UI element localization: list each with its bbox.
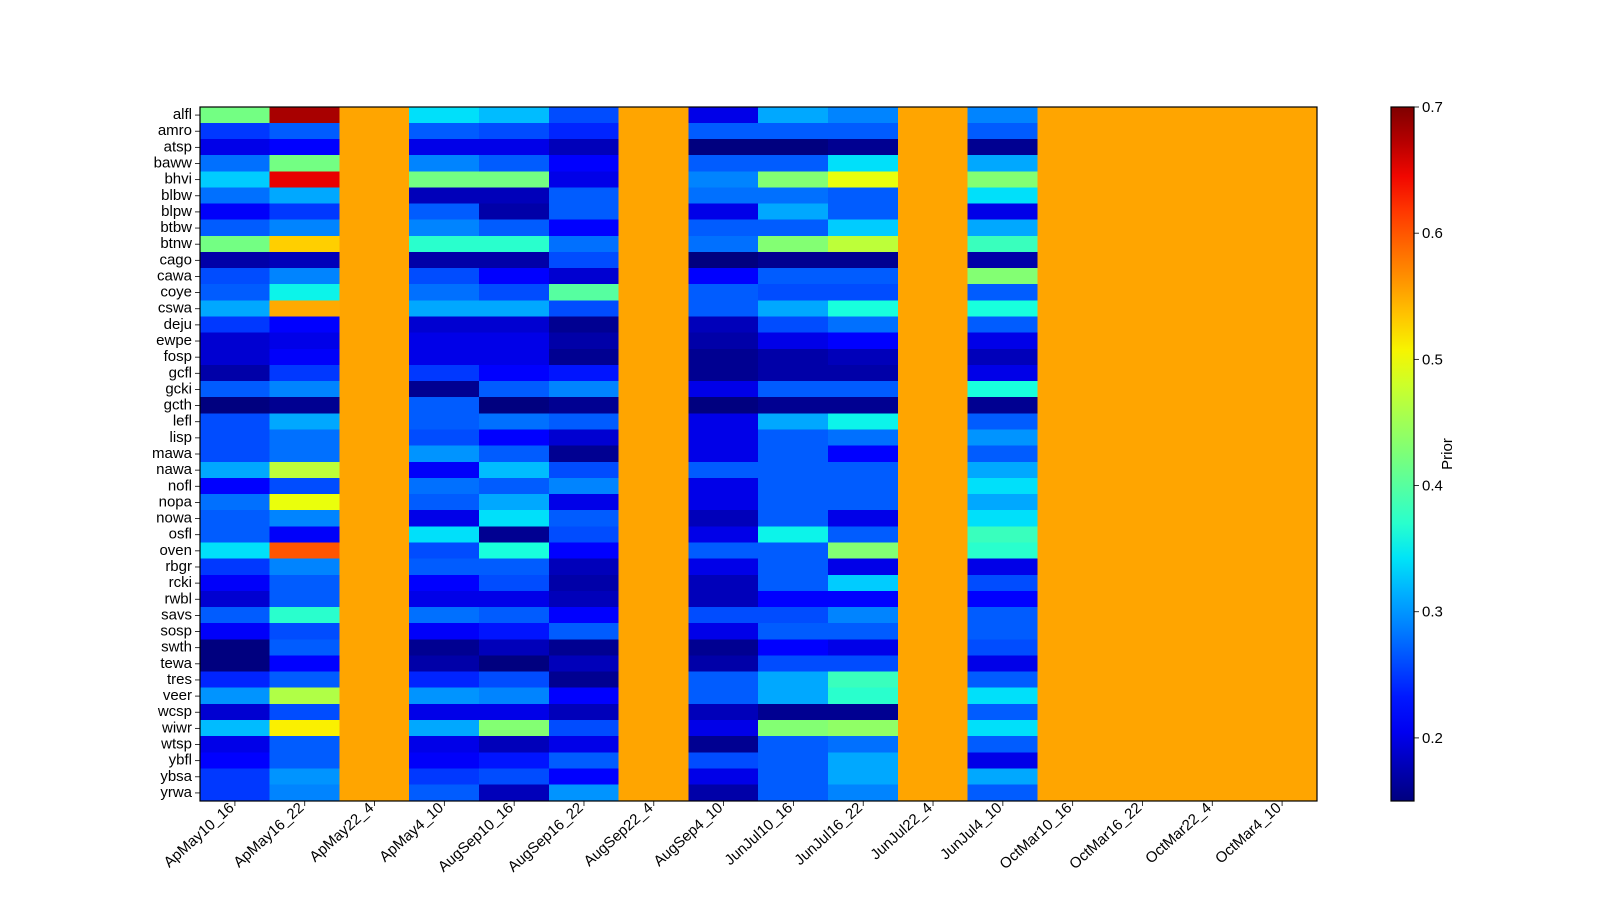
svg-text:gcki: gcki	[165, 380, 192, 397]
svg-text:amro: amro	[158, 122, 192, 139]
svg-text:lefl: lefl	[173, 413, 192, 430]
svg-text:blpw: blpw	[161, 203, 192, 220]
svg-text:rwbl: rwbl	[164, 590, 192, 607]
svg-text:yrwa: yrwa	[160, 784, 192, 801]
svg-text:cawa: cawa	[157, 267, 193, 284]
svg-text:0.5: 0.5	[1422, 351, 1443, 368]
svg-text:0.2: 0.2	[1422, 730, 1443, 747]
svg-text:bhvi: bhvi	[164, 171, 192, 188]
svg-text:rcki: rcki	[169, 574, 192, 591]
svg-text:blbw: blbw	[161, 187, 192, 204]
svg-text:osfl: osfl	[169, 526, 192, 543]
svg-text:wtsp: wtsp	[160, 736, 192, 753]
svg-text:fosp: fosp	[164, 348, 192, 365]
svg-text:baww: baww	[154, 154, 193, 171]
svg-text:sosp: sosp	[160, 623, 192, 640]
svg-text:veer: veer	[163, 687, 192, 704]
svg-text:nofl: nofl	[168, 477, 192, 494]
svg-text:0.3: 0.3	[1422, 604, 1443, 621]
svg-text:btnw: btnw	[160, 235, 192, 252]
svg-text:mawa: mawa	[152, 445, 193, 462]
svg-text:ybfl: ybfl	[169, 752, 192, 769]
svg-text:atsp: atsp	[164, 138, 192, 155]
svg-text:savs: savs	[161, 606, 192, 623]
svg-text:gcfl: gcfl	[169, 364, 192, 381]
svg-text:ewpe: ewpe	[156, 332, 192, 349]
svg-text:nawa: nawa	[156, 461, 193, 478]
svg-text:Prior: Prior	[1439, 438, 1456, 470]
svg-text:swth: swth	[161, 639, 192, 656]
svg-text:wcsp: wcsp	[157, 703, 192, 720]
svg-text:tres: tres	[167, 671, 192, 688]
svg-text:gcth: gcth	[164, 397, 192, 414]
svg-text:nowa: nowa	[156, 510, 193, 527]
svg-text:ybsa: ybsa	[160, 768, 192, 785]
svg-text:cago: cago	[159, 251, 192, 268]
svg-text:coye: coye	[160, 284, 192, 301]
svg-text:tewa: tewa	[160, 655, 192, 672]
svg-text:deju: deju	[164, 316, 192, 333]
svg-text:0.7: 0.7	[1422, 99, 1443, 116]
svg-text:nopa: nopa	[159, 493, 193, 510]
svg-text:oven: oven	[159, 542, 192, 559]
svg-text:wiwr: wiwr	[161, 719, 192, 736]
svg-text:lisp: lisp	[169, 429, 192, 446]
svg-text:rbgr: rbgr	[165, 558, 192, 575]
svg-text:0.4: 0.4	[1422, 478, 1443, 495]
svg-text:btbw: btbw	[160, 219, 192, 236]
svg-text:0.6: 0.6	[1422, 225, 1443, 242]
svg-text:alfl: alfl	[173, 106, 192, 123]
svg-text:cswa: cswa	[158, 300, 193, 317]
